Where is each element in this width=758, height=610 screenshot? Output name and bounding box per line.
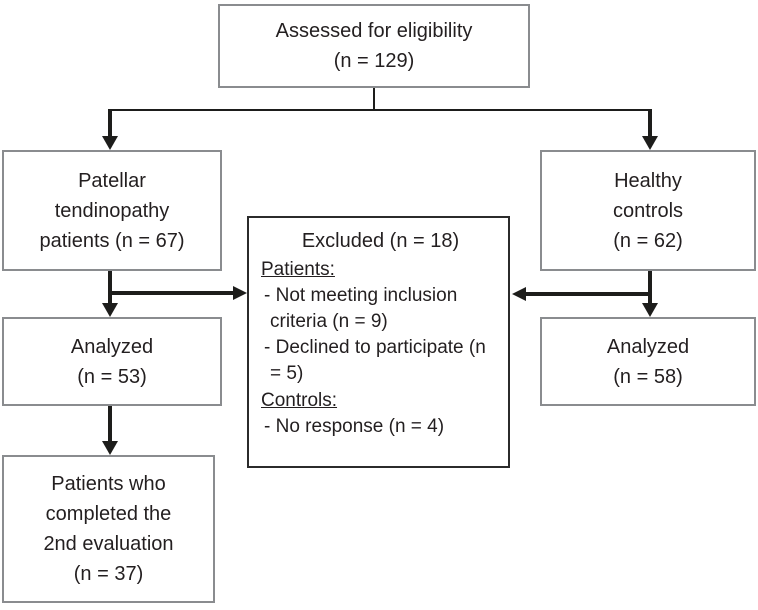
arrow-patellar-to-analyzed-line [108, 271, 112, 303]
arrow-controls-to-excluded-head-icon [512, 287, 526, 301]
arrow-patients-to-excluded-line [108, 291, 233, 295]
text-line: tendinopathy [54, 199, 170, 222]
excluded-item-not-meeting-criteria: - Not meeting inclusion criteria (n = 9) [264, 284, 458, 333]
excluded-section-controls-header: Controls: [261, 389, 338, 411]
text-line: completed the [45, 503, 172, 525]
arrow-healthy-to-analyzed-line [648, 271, 652, 303]
arrow-patellar-to-analyzed-head-icon [102, 303, 118, 317]
arrow-analyzed-to-completed-line [108, 406, 112, 441]
arrow-to-healthy-head-icon [642, 136, 658, 150]
arrow-controls-to-excluded-line [526, 292, 652, 296]
text-line: Patients who [51, 473, 166, 495]
text-line: Analyzed [606, 335, 690, 358]
box-analyzed-controls: Analyzed (n = 58) [540, 317, 756, 406]
excluded-item-declined: - Declined to participate (n = 5) [264, 337, 486, 385]
text-line: Patellar [78, 169, 146, 192]
box-healthy-controls: Healthy controls (n = 62) [540, 150, 756, 271]
arrow-healthy-to-analyzed-head-icon [642, 303, 658, 317]
excluded-title: Excluded (n = 18) [301, 230, 460, 252]
box-assessed-for-eligibility: Assessed for eligibility (n = 129) [218, 4, 530, 88]
arrow-to-patellar-line [108, 109, 112, 136]
text-line: Assessed for eligibility [275, 20, 473, 42]
excluded-item-no-response: - No response (n = 4) [264, 415, 445, 437]
text-line: (n = 62) [613, 229, 683, 252]
box-analyzed-patients: Analyzed (n = 53) [2, 317, 222, 406]
arrow-analyzed-to-completed-head-icon [102, 441, 118, 455]
connector-assessed-stem [373, 88, 375, 111]
arrow-to-patellar-head-icon [102, 136, 118, 150]
text-line: (n = 129) [333, 50, 415, 72]
arrow-to-healthy-line [648, 109, 652, 136]
text-line: controls [612, 199, 684, 222]
arrow-patients-to-excluded-head-icon [233, 286, 247, 300]
text-line: (n = 58) [613, 365, 683, 388]
connector-assessed-split-bar [109, 109, 652, 111]
excluded-section-patients-header: Patients: [261, 258, 335, 280]
text-line: 2nd evaluation [43, 533, 174, 555]
text-line: Healthy [614, 169, 682, 192]
text-line: (n = 53) [77, 365, 147, 388]
text-line: (n = 37) [73, 563, 144, 585]
text-line: Analyzed [70, 335, 154, 358]
box-patellar-tendinopathy-patients: Patellar tendinopathy patients (n = 67) [2, 150, 222, 271]
box-excluded: Excluded (n = 18) Patients: - Not meetin… [247, 216, 510, 468]
text-line: patients (n = 67) [39, 229, 185, 252]
box-completed-2nd-evaluation: Patients who completed the 2nd evaluation (… [2, 455, 215, 603]
